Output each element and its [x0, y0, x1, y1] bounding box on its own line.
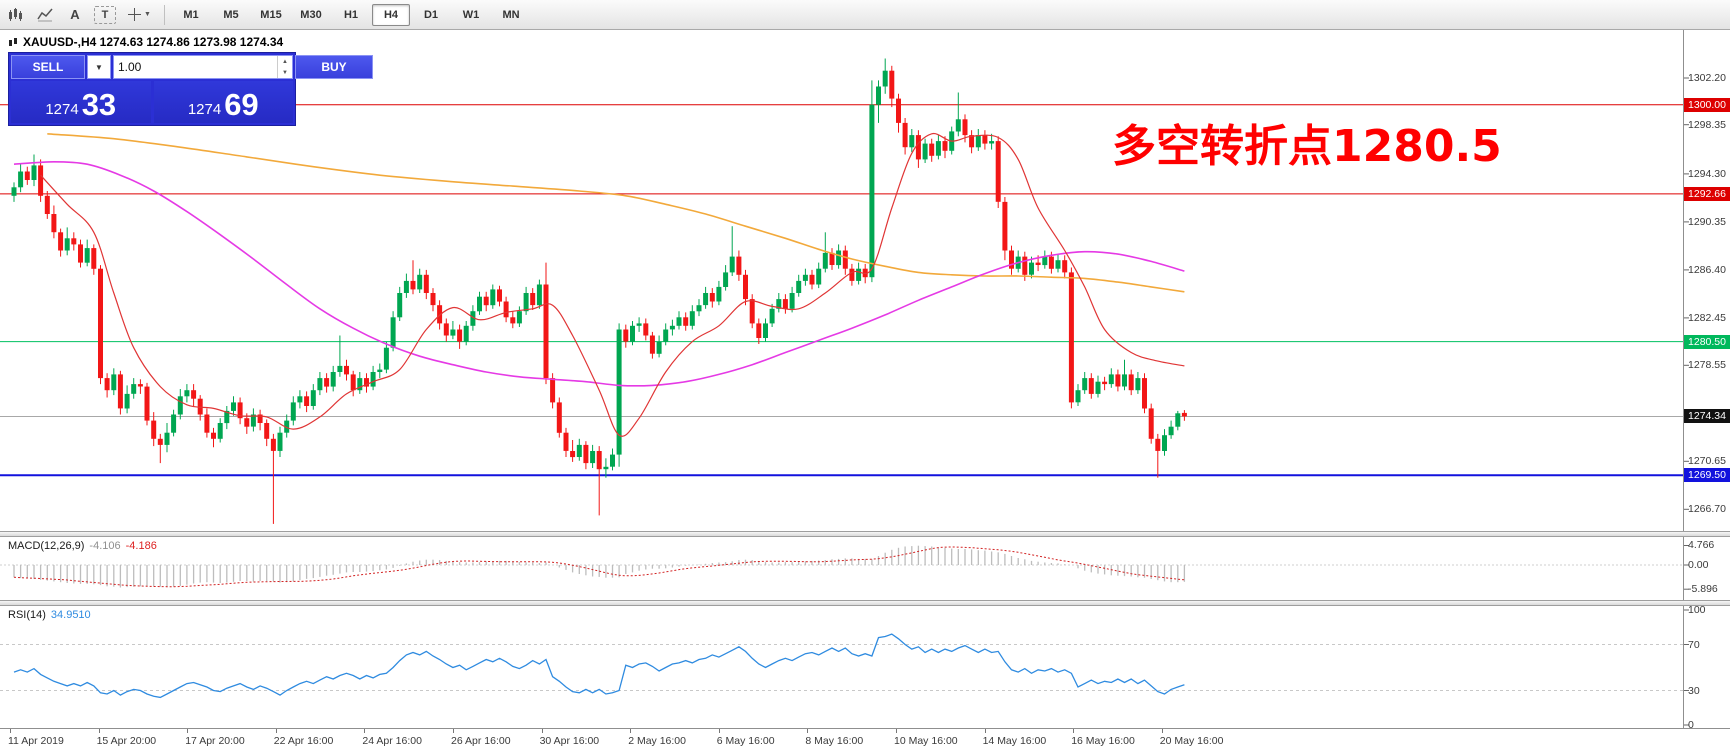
- timeframe-button-MN[interactable]: MN: [502, 8, 520, 21]
- chevron-down-icon: ▼: [95, 62, 103, 72]
- rsi-value: 34.9510: [50, 609, 91, 621]
- text-annotation-icon[interactable]: A: [70, 7, 80, 22]
- macd-value: -4.106: [89, 540, 121, 552]
- indicators-icon[interactable]: [31, 3, 59, 27]
- sell-price-main: 1274: [45, 101, 79, 118]
- time-axis[interactable]: [0, 728, 1730, 753]
- panel-splitter[interactable]: [0, 531, 1730, 537]
- volume-spinner: ▲ ▼: [277, 56, 292, 78]
- buy-price-main: 1274: [187, 101, 222, 118]
- crosshair-icon[interactable]: ▼: [121, 3, 157, 27]
- timeframe-button-H1[interactable]: H1: [343, 8, 359, 21]
- sell-price-pips: 33: [81, 87, 117, 122]
- macd-signal-value: -4.186: [125, 540, 157, 552]
- price-axis[interactable]: [1683, 30, 1730, 728]
- chart-type-icon[interactable]: [1, 3, 29, 27]
- volume-dropdown[interactable]: ▼: [87, 55, 111, 79]
- timeframe-button-W1[interactable]: W1: [462, 8, 480, 21]
- timeframe-button-M5[interactable]: M5: [223, 8, 239, 21]
- chart-ohlc-header: XAUUSD-,H4 1274.63 1274.86 1273.98 1274.…: [8, 35, 283, 49]
- timeframe-buttons: M1 M5 M15 M30 H1 H4 D1 W1 MN: [171, 3, 531, 26]
- timeframe-button-H4[interactable]: H4: [372, 3, 410, 26]
- one-click-trading-panel: SELL ▼ ▲ ▼ BUY 1274 33 1274 69: [8, 52, 373, 126]
- timeframe-button-D1[interactable]: D1: [423, 8, 439, 21]
- chevron-down-icon: ▼: [144, 11, 151, 18]
- volume-decrease-button[interactable]: ▼: [282, 69, 288, 76]
- panel-splitter[interactable]: [0, 600, 1730, 606]
- volume-increase-button[interactable]: ▲: [282, 58, 288, 65]
- volume-field: ▲ ▼: [113, 55, 293, 79]
- chart-annotation-text: 多空转折点1280.5: [1112, 121, 1502, 172]
- chart-icon: [8, 37, 19, 48]
- toolbar: A T ▼ M1 M5 M15 M30 H1 H4 D1 W1 MN: [0, 0, 1730, 30]
- sell-price-display[interactable]: 1274 33: [11, 81, 151, 123]
- macd-panel[interactable]: [0, 537, 1730, 600]
- timeframe-button-M1[interactable]: M1: [183, 8, 199, 21]
- toolbar-separator: [164, 4, 165, 25]
- text-label-icon[interactable]: T: [94, 5, 116, 24]
- buy-price-display[interactable]: 1274 69: [153, 81, 293, 123]
- rsi-label: RSI(14) 34.9510: [8, 609, 91, 621]
- buy-button[interactable]: BUY: [295, 55, 373, 79]
- rsi-title: RSI(14): [8, 609, 46, 621]
- macd-label: MACD(12,26,9) -4.106 -4.186: [8, 540, 157, 552]
- buy-price-pips: 69: [224, 87, 259, 122]
- sell-button[interactable]: SELL: [11, 55, 85, 79]
- rsi-panel[interactable]: [0, 606, 1730, 728]
- ohlc-text: XAUUSD-,H4 1274.63 1274.86 1273.98 1274.…: [23, 35, 284, 49]
- macd-title: MACD(12,26,9): [8, 540, 85, 552]
- volume-input[interactable]: [114, 56, 277, 78]
- timeframe-button-M30[interactable]: M30: [300, 8, 322, 21]
- timeframe-button-M15[interactable]: M15: [260, 8, 282, 21]
